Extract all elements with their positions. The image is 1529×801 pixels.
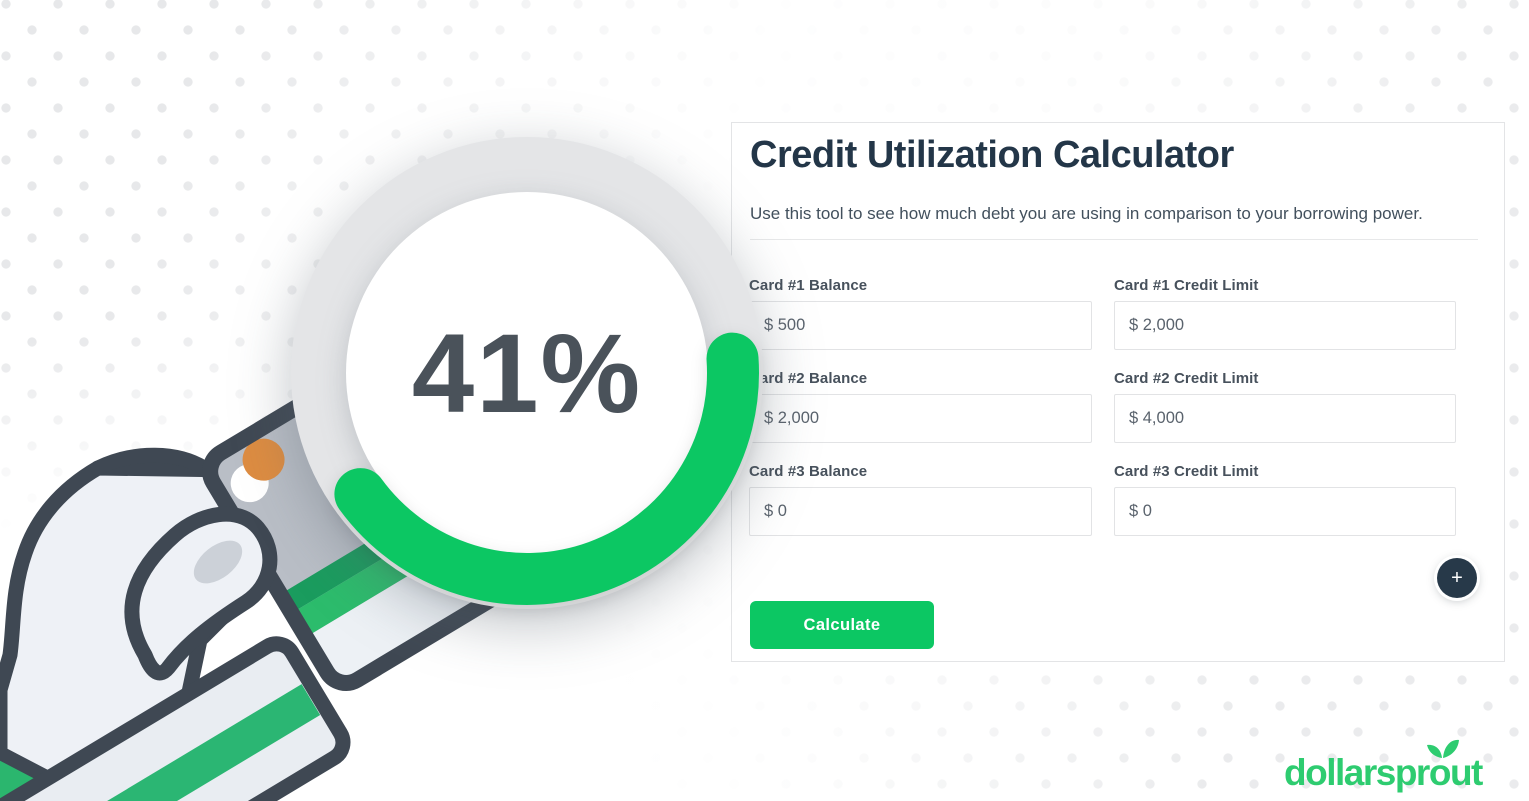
card3-balance-input[interactable] bbox=[749, 487, 1092, 536]
card1-balance-label: Card #1 Balance bbox=[749, 277, 868, 294]
logo-text-left: dollarspr bbox=[1284, 752, 1430, 793]
add-card-button[interactable]: + bbox=[1437, 558, 1477, 598]
logo-text-right: ut bbox=[1449, 752, 1483, 793]
credit-utilization-calculator-panel: Credit Utilization Calculator Use this t… bbox=[731, 122, 1505, 662]
card1-credit-limit-label: Card #1 Credit Limit bbox=[1114, 277, 1259, 294]
field-card1-credit-limit: Card #1 Credit Limit bbox=[1114, 276, 1456, 350]
field-card3-credit-limit: Card #3 Credit Limit bbox=[1114, 462, 1456, 536]
card2-credit-limit-label: Card #2 Credit Limit bbox=[1114, 370, 1259, 387]
field-card1-balance: Card #1 Balance bbox=[749, 276, 1092, 350]
sprout-leaves-icon bbox=[1426, 739, 1459, 758]
field-card3-balance: Card #3 Balance bbox=[749, 462, 1092, 536]
card3-credit-limit-input[interactable] bbox=[1114, 487, 1456, 536]
card3-balance-label: Card #3 Balance bbox=[749, 463, 868, 480]
card3-credit-limit-label: Card #3 Credit Limit bbox=[1114, 463, 1259, 480]
card2-balance-label: Card #2 Balance bbox=[749, 370, 868, 387]
plus-icon: + bbox=[1451, 567, 1463, 589]
card-fields-grid: Card #1 Balance Card #1 Credit Limit Car… bbox=[749, 276, 1456, 536]
page-title: Credit Utilization Calculator bbox=[750, 134, 1234, 176]
card1-credit-limit-input[interactable] bbox=[1114, 301, 1456, 350]
field-card2-balance: Card #2 Balance bbox=[749, 369, 1092, 443]
logo-text-o: o bbox=[1428, 752, 1452, 793]
calculate-button[interactable]: Calculate bbox=[750, 601, 934, 649]
card2-balance-input[interactable] bbox=[749, 394, 1092, 443]
card2-credit-limit-input[interactable] bbox=[1114, 394, 1456, 443]
page-subtitle: Use this tool to see how much debt you a… bbox=[750, 204, 1423, 223]
field-card2-credit-limit: Card #2 Credit Limit bbox=[1114, 369, 1456, 443]
card1-balance-input[interactable] bbox=[749, 301, 1092, 350]
divider bbox=[750, 239, 1478, 240]
dollarsprout-logo: dollarspro ut bbox=[1284, 739, 1483, 796]
